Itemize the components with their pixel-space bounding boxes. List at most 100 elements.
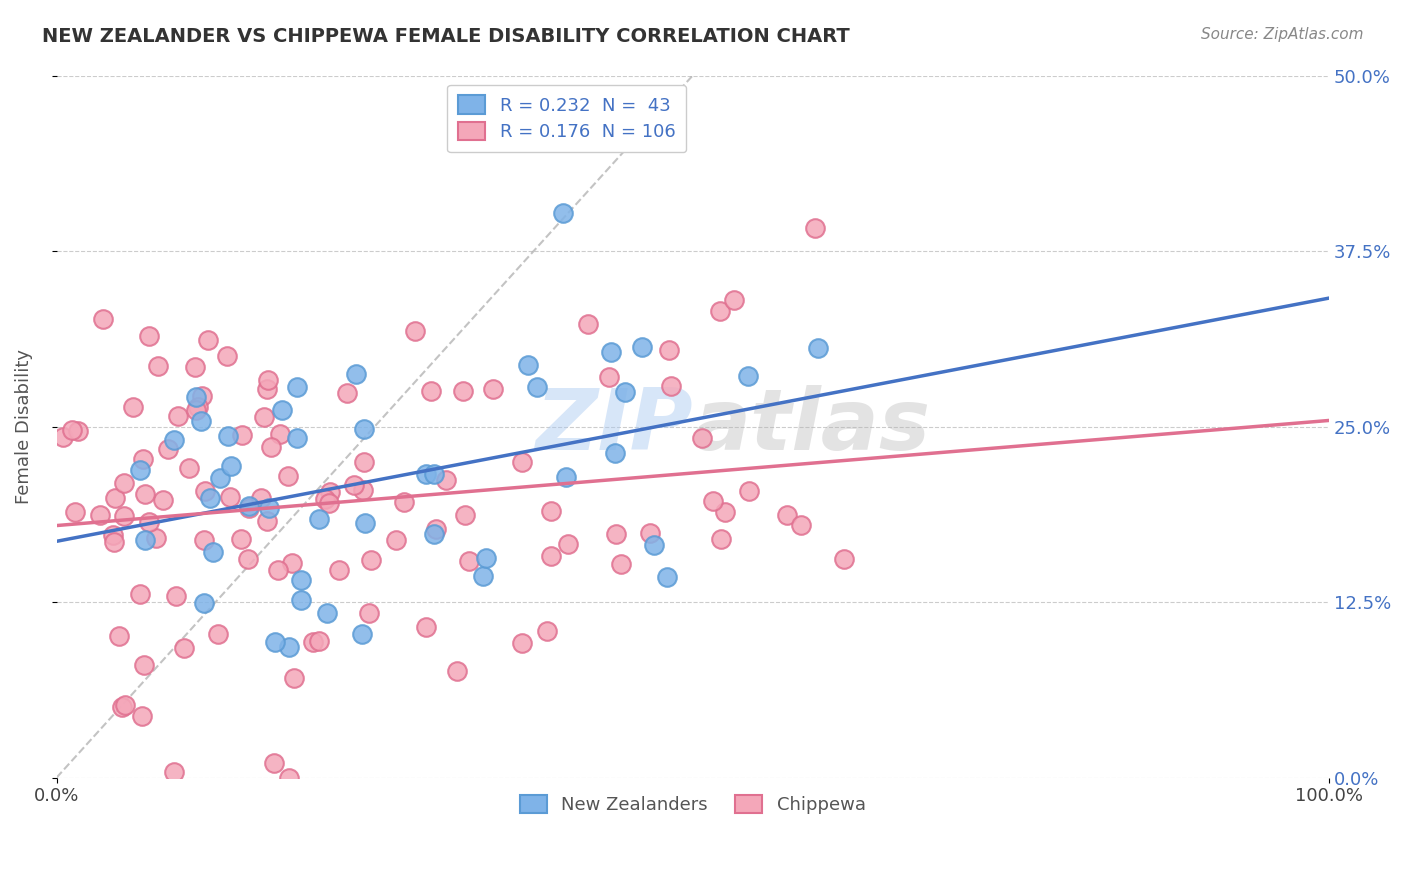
Point xyxy=(257,373,280,387)
Point xyxy=(555,470,578,484)
Text: ZIP: ZIP xyxy=(536,385,693,468)
Point xyxy=(132,452,155,467)
Point xyxy=(353,455,375,469)
Point xyxy=(157,442,180,457)
Point xyxy=(353,422,375,436)
Point xyxy=(318,485,340,500)
Point xyxy=(194,483,217,498)
Point xyxy=(103,535,125,549)
Point xyxy=(134,487,156,501)
Point xyxy=(217,429,239,443)
Point xyxy=(256,382,278,396)
Point xyxy=(183,359,205,374)
Point xyxy=(122,400,145,414)
Point xyxy=(152,493,174,508)
Point xyxy=(217,350,239,364)
Point xyxy=(598,369,620,384)
Point xyxy=(714,505,737,519)
Point xyxy=(193,533,215,548)
Point xyxy=(605,446,627,460)
Point xyxy=(458,554,481,568)
Point xyxy=(404,324,426,338)
Point xyxy=(101,527,124,541)
Point xyxy=(314,492,336,507)
Point xyxy=(551,205,574,219)
Point xyxy=(67,424,90,438)
Point xyxy=(425,522,447,536)
Point xyxy=(259,440,281,454)
Point xyxy=(738,483,761,498)
Point xyxy=(249,491,271,505)
Point xyxy=(193,597,215,611)
Point xyxy=(482,382,505,396)
Point xyxy=(709,303,731,318)
Point xyxy=(173,641,195,656)
Point xyxy=(264,635,287,649)
Point xyxy=(112,476,135,491)
Point xyxy=(737,368,759,383)
Point xyxy=(187,400,209,414)
Point xyxy=(190,414,212,428)
Point xyxy=(723,293,745,307)
Point xyxy=(145,531,167,545)
Point xyxy=(277,640,299,655)
Point xyxy=(308,512,330,526)
Point xyxy=(198,491,221,505)
Point xyxy=(257,501,280,516)
Point xyxy=(394,495,416,509)
Point xyxy=(114,698,136,712)
Point xyxy=(475,550,498,565)
Point xyxy=(290,573,312,587)
Point xyxy=(167,409,190,424)
Point xyxy=(790,517,813,532)
Text: atlas: atlas xyxy=(693,385,931,468)
Point xyxy=(52,429,75,443)
Point xyxy=(104,491,127,505)
Point xyxy=(202,545,225,559)
Point xyxy=(710,532,733,546)
Point xyxy=(359,607,381,621)
Point xyxy=(661,379,683,393)
Point xyxy=(266,563,288,577)
Point xyxy=(269,426,291,441)
Point xyxy=(420,384,443,398)
Point xyxy=(510,455,533,469)
Point xyxy=(111,700,134,714)
Point xyxy=(655,570,678,584)
Point xyxy=(415,620,437,634)
Point xyxy=(336,386,359,401)
Point xyxy=(208,471,231,485)
Point xyxy=(138,515,160,529)
Point xyxy=(184,390,207,404)
Point xyxy=(191,389,214,403)
Point xyxy=(315,606,337,620)
Text: NEW ZEALANDER VS CHIPPEWA FEMALE DISABILITY CORRELATION CHART: NEW ZEALANDER VS CHIPPEWA FEMALE DISABIL… xyxy=(42,27,851,45)
Point xyxy=(277,469,299,483)
Point xyxy=(318,496,340,510)
Point xyxy=(360,553,382,567)
Point xyxy=(344,367,367,381)
Point xyxy=(197,333,219,347)
Point xyxy=(630,341,652,355)
Point xyxy=(219,490,242,504)
Point xyxy=(804,221,827,235)
Point xyxy=(576,318,599,332)
Point xyxy=(832,551,855,566)
Point xyxy=(280,556,302,570)
Legend: New Zealanders, Chippewa: New Zealanders, Chippewa xyxy=(509,784,876,825)
Point xyxy=(236,552,259,566)
Point xyxy=(510,636,533,650)
Point xyxy=(422,527,444,541)
Point xyxy=(134,533,156,547)
Point xyxy=(277,771,299,785)
Point xyxy=(271,403,294,417)
Point xyxy=(219,458,242,473)
Point xyxy=(112,509,135,524)
Text: Source: ZipAtlas.com: Source: ZipAtlas.com xyxy=(1201,27,1364,42)
Point xyxy=(263,756,285,770)
Point xyxy=(146,359,169,373)
Point xyxy=(302,635,325,649)
Point xyxy=(600,345,623,359)
Point xyxy=(385,533,408,548)
Point xyxy=(352,627,374,641)
